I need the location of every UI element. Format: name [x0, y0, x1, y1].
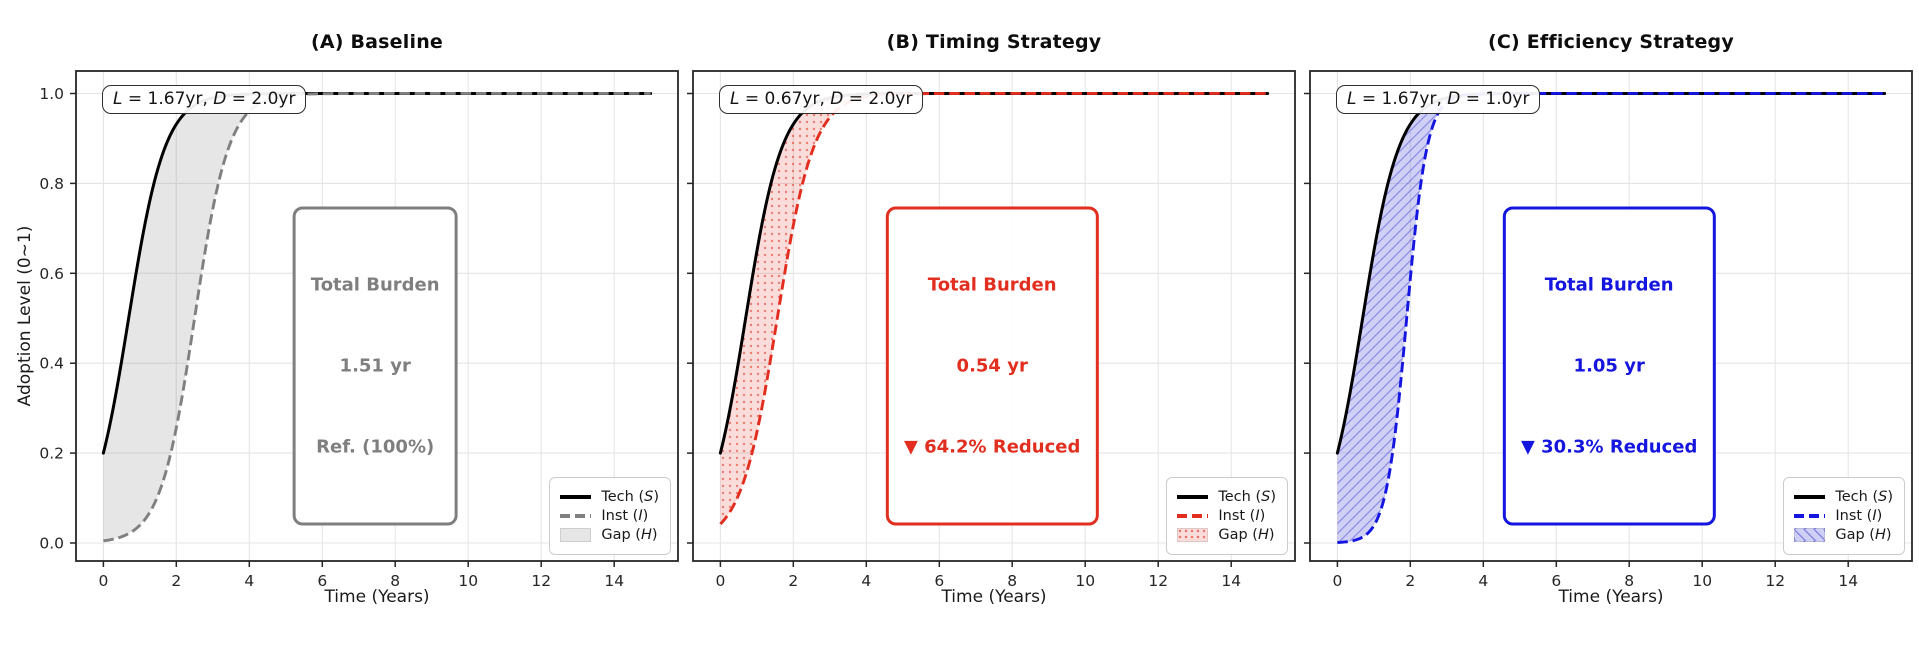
legend-item-gap: Gap (H): [1177, 527, 1276, 543]
svg-text:6: 6: [934, 572, 944, 590]
svg-text:0.6: 0.6: [39, 265, 64, 283]
svg-text:0.4: 0.4: [39, 355, 64, 373]
legend-item-gap: Gap (H): [560, 527, 659, 543]
plot-area: 0 2 4 6 8 10 12 14: [1304, 70, 1913, 590]
legend-item-tech: Tech (S): [1794, 489, 1893, 505]
legend-item-tech: Tech (S): [1177, 489, 1276, 505]
legend-item-tech: Tech (S): [560, 489, 659, 505]
burden-title: Total Burden: [927, 274, 1057, 296]
svg-text:12: 12: [1765, 572, 1785, 590]
x-axis-label: Time (Years): [1558, 587, 1664, 607]
svg-text:10: 10: [458, 572, 478, 590]
svg-text:10: 10: [1692, 572, 1712, 590]
plot-area: 0 2 4 6 8 10 12 14 0.0 0.2 0.4 0.6 0.8 1.0: [39, 70, 679, 590]
param-l-value: = 1.67yr,: [122, 89, 214, 109]
total-burden-box: Total Burden 0.54 yr ▼ 64.2% Reduced: [886, 206, 1099, 526]
tech-line-sample: [1177, 495, 1209, 499]
parameter-annotation: L = 1.67yr, D = 1.0yr: [1336, 85, 1541, 114]
svg-text:0: 0: [715, 572, 725, 590]
param-d: D: [830, 89, 844, 109]
param-l: L: [1347, 89, 1357, 109]
legend-item-inst: Inst (I): [1177, 508, 1276, 524]
legend-item-gap: Gap (H): [1794, 527, 1893, 543]
inst-line-sample: [1794, 514, 1826, 518]
tech-line-sample: [560, 495, 592, 499]
panel-title: (A) Baseline: [310, 31, 444, 53]
svg-text:0.8: 0.8: [39, 175, 64, 193]
svg-text:14: 14: [1221, 572, 1241, 590]
svg-text:6: 6: [317, 572, 327, 590]
burden-value: 0.54 yr: [956, 355, 1028, 377]
param-d-value: = 2.0yr: [226, 89, 296, 109]
total-burden-box: Total Burden 1.51 yr Ref. (100%): [292, 206, 458, 526]
legend-item-inst: Inst (I): [560, 508, 659, 524]
burden-note: Ref. (100%): [316, 436, 435, 458]
svg-text:8: 8: [1007, 572, 1017, 590]
svg-text:4: 4: [861, 572, 871, 590]
gap-fill-sample: [1177, 528, 1209, 542]
inst-line-sample: [560, 514, 592, 518]
svg-text:8: 8: [390, 572, 400, 590]
inst-line-sample: [1177, 514, 1209, 518]
parameter-annotation: L = 1.67yr, D = 2.0yr: [102, 85, 307, 114]
param-l: L: [113, 89, 123, 109]
panel-baseline: (A) Baseline 0 2 4 6 8 10 12 14 0.0 0.2 0.4 0.6 0.8 1…: [39, 31, 679, 607]
svg-text:14: 14: [1838, 572, 1858, 590]
gap-fill-sample: [1794, 528, 1826, 542]
burden-value: 1.51 yr: [339, 355, 411, 377]
panel-title: (C) Efficiency Strategy: [1488, 31, 1734, 53]
legend: Tech (S) Inst (I) Gap (H): [1783, 477, 1905, 555]
svg-text:2: 2: [171, 572, 181, 590]
x-axis-label: Time (Years): [324, 587, 430, 607]
burden-title: Total Burden: [310, 274, 440, 296]
svg-text:0.2: 0.2: [39, 445, 64, 463]
gap-fill-sample: [560, 528, 592, 542]
panel-title: (B) Timing Strategy: [886, 31, 1102, 53]
svg-text:1.0: 1.0: [39, 85, 64, 103]
param-l-value: = 1.67yr,: [1356, 89, 1448, 109]
legend: Tech (S) Inst (I) Gap (H): [1166, 477, 1288, 555]
svg-text:14: 14: [604, 572, 624, 590]
param-d-value: = 1.0yr: [1460, 89, 1530, 109]
legend: Tech (S) Inst (I) Gap (H): [549, 477, 671, 555]
burden-title: Total Burden: [1544, 274, 1674, 296]
svg-text:12: 12: [1148, 572, 1168, 590]
svg-text:2: 2: [788, 572, 798, 590]
svg-text:2: 2: [1405, 572, 1415, 590]
param-l: L: [730, 89, 740, 109]
param-l-value: = 0.67yr,: [739, 89, 831, 109]
svg-text:4: 4: [244, 572, 254, 590]
svg-text:12: 12: [531, 572, 551, 590]
param-d: D: [213, 89, 227, 109]
panel-efficiency-strategy: (C) Efficiency Strategy 0 2 4 6 8 10 12 14 L = …: [1304, 31, 1913, 607]
total-burden-box: Total Burden 1.05 yr ▼ 30.3% Reduced: [1503, 206, 1716, 526]
param-d-value: = 2.0yr: [843, 89, 913, 109]
parameter-annotation: L = 0.67yr, D = 2.0yr: [719, 85, 924, 114]
burden-reduction: ▼ 64.2% Reduced: [904, 436, 1081, 458]
svg-text:0: 0: [98, 572, 108, 590]
svg-text:10: 10: [1075, 572, 1095, 590]
svg-text:6: 6: [1551, 572, 1561, 590]
x-axis-label: Time (Years): [941, 587, 1047, 607]
panel-timing-strategy: (B) Timing Strategy 0 2 4 6 8 10 12 14 L = 0.67…: [687, 31, 1296, 607]
svg-text:0.0: 0.0: [39, 535, 64, 553]
svg-text:8: 8: [1624, 572, 1634, 590]
burden-reduction: ▼ 30.3% Reduced: [1521, 436, 1698, 458]
tech-line-sample: [1794, 495, 1826, 499]
svg-text:0: 0: [1332, 572, 1342, 590]
burden-value: 1.05 yr: [1573, 355, 1645, 377]
legend-item-inst: Inst (I): [1794, 508, 1893, 524]
svg-text:4: 4: [1478, 572, 1488, 590]
param-d: D: [1447, 89, 1461, 109]
